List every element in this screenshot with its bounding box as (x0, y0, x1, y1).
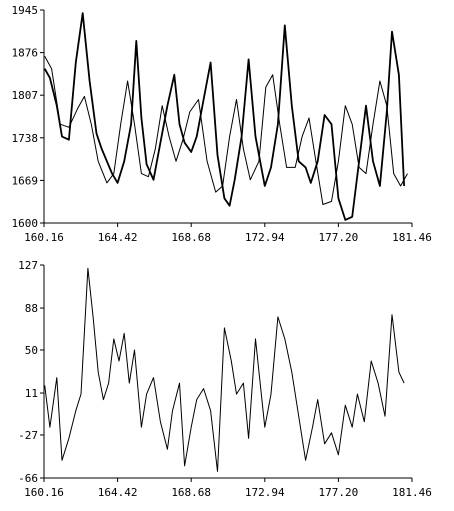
y-tick-label: 88 (25, 302, 38, 315)
x-tick-label: 172.94 (245, 231, 285, 244)
x-tick-label: 168.68 (171, 486, 211, 499)
chart-bottom: -66 -27 11 50 88 127 160.16 164.42 168.68 172.94 1… (18, 259, 432, 499)
y-tick-label: 11 (25, 387, 38, 400)
y-tick-label: -27 (18, 429, 38, 442)
x-tick-label: 181.46 (392, 486, 432, 499)
x-tick-label: 164.42 (98, 486, 138, 499)
y-tick-label: 50 (25, 344, 38, 357)
x-tick-label: 160.16 (24, 486, 64, 499)
chart-top: 1600 1669 1738 1807 1876 1945 160.16 164.42 168.… (12, 4, 432, 244)
series-line-1 (43, 12, 405, 221)
y-tick-label: 1738 (12, 132, 39, 145)
x-tick-label: 177.20 (319, 231, 359, 244)
y-tick-label: 1876 (12, 47, 39, 60)
series-line-2 (44, 56, 408, 205)
y-tick-label: -66 (18, 472, 38, 485)
x-tick-label: 172.94 (245, 486, 285, 499)
y-tick-label: 1600 (12, 217, 39, 230)
y-tick-label: 1945 (12, 4, 39, 17)
series-line-1 (44, 267, 405, 472)
x-tick-label: 168.68 (171, 231, 211, 244)
x-tick-label: 177.20 (319, 486, 359, 499)
y-tick-label: 127 (18, 259, 38, 272)
x-tick-label: 164.42 (98, 231, 138, 244)
y-tick-label: 1669 (12, 174, 39, 187)
y-tick-label: 1807 (12, 89, 39, 102)
x-tick-label: 181.46 (392, 231, 432, 244)
x-tick-label: 160.16 (24, 231, 64, 244)
